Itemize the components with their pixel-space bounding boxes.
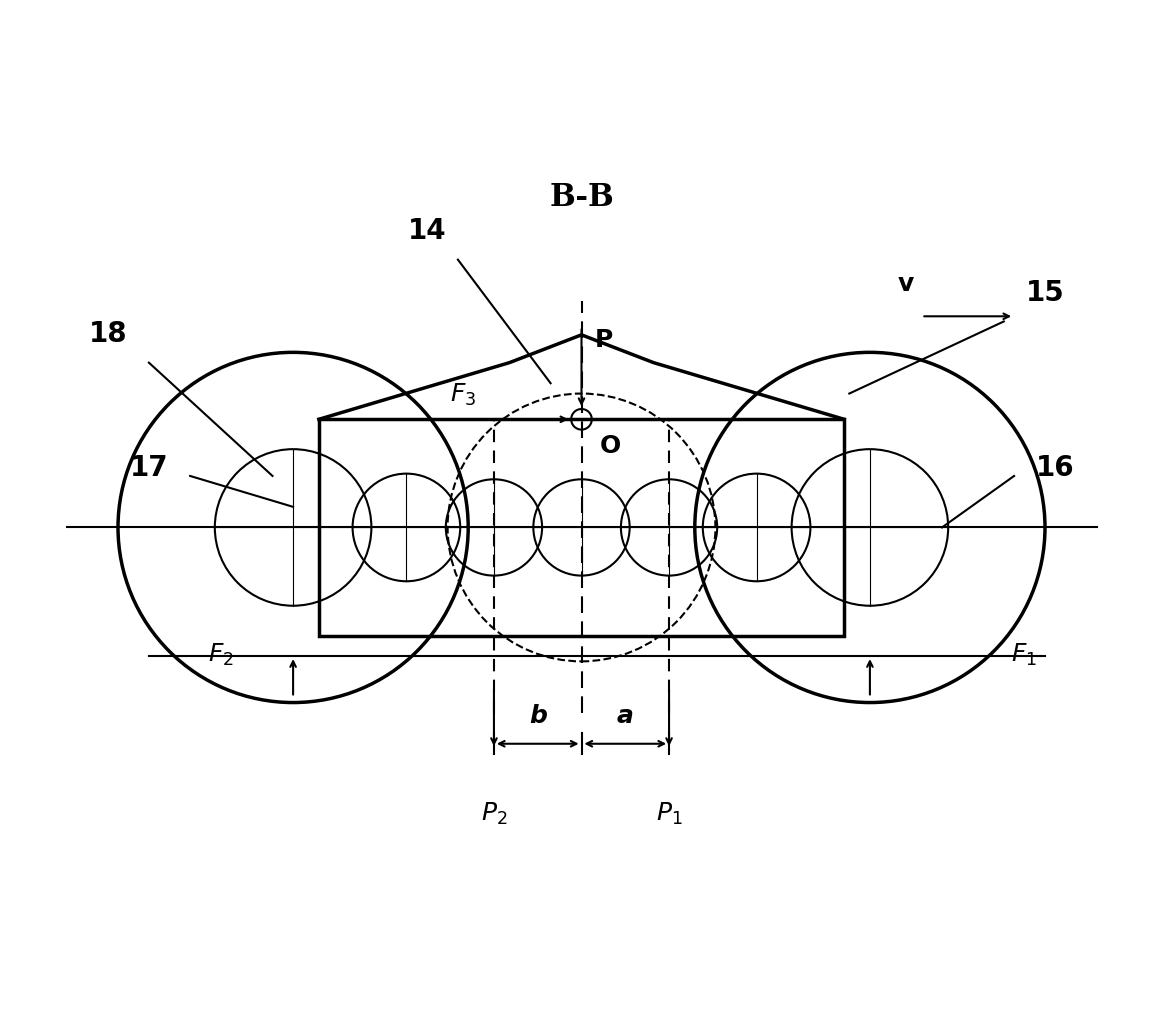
Text: $F_3$: $F_3$ — [450, 382, 476, 408]
Text: B-B: B-B — [549, 182, 614, 213]
Text: 15: 15 — [1026, 279, 1064, 307]
Text: 14: 14 — [408, 217, 447, 245]
Text: b: b — [529, 705, 547, 728]
Text: $F_2$: $F_2$ — [208, 641, 234, 668]
Text: $\mathbf{v}$: $\mathbf{v}$ — [897, 271, 915, 296]
Text: 16: 16 — [1036, 454, 1075, 482]
Text: 18: 18 — [88, 321, 127, 348]
Text: P: P — [595, 329, 613, 352]
Text: a: a — [616, 705, 633, 728]
Text: $F_1$: $F_1$ — [1012, 641, 1037, 668]
Bar — [319, 419, 844, 636]
Text: 17: 17 — [129, 454, 169, 482]
Text: $P_2$: $P_2$ — [480, 801, 507, 827]
Text: O: O — [600, 434, 621, 459]
Text: $P_1$: $P_1$ — [656, 801, 683, 827]
